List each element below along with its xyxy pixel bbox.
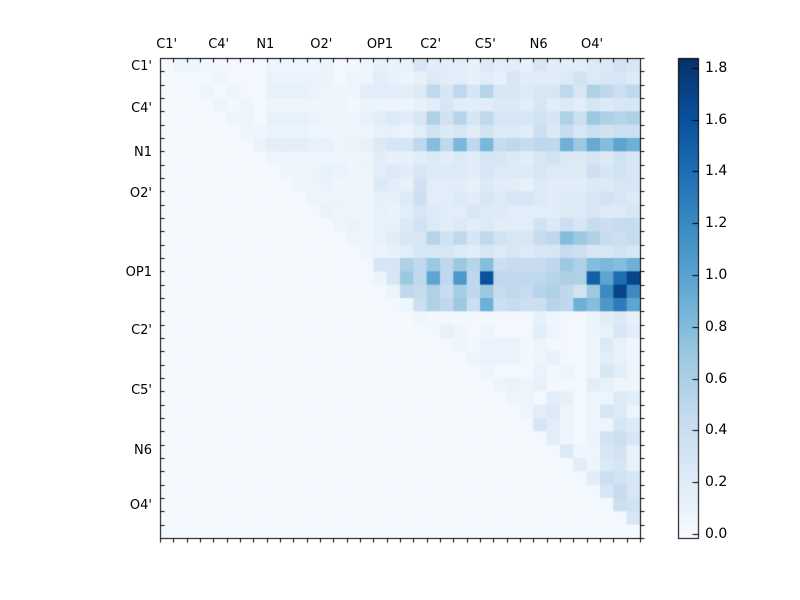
- colorbar-tick-label: 1.2: [705, 215, 728, 232]
- y-tick-label: O4': [129, 498, 152, 513]
- x-tick-label: N1: [256, 37, 275, 52]
- colorbar-tick-label: 0.4: [705, 422, 728, 439]
- x-tick-label: O2': [310, 37, 333, 52]
- x-tick-label: C5': [474, 37, 496, 52]
- y-tick-label: C2': [131, 323, 152, 339]
- y-tick-label: OP1: [125, 264, 152, 280]
- colorbar-tick-label: 0.8: [705, 318, 728, 335]
- x-tick-label: C2': [420, 37, 442, 52]
- colorbar-tick-label: 1.6: [705, 111, 728, 128]
- x-tick-label: C4': [208, 37, 230, 52]
- x-tick-label: N6: [529, 37, 548, 52]
- y-tick-label: N6: [134, 443, 152, 459]
- y-tick-label: C1': [131, 59, 152, 75]
- colorbar-tick-label: 1.8: [705, 59, 728, 76]
- colorbar-tick-label: 0.2: [705, 474, 728, 491]
- colorbar-tick-label: 0.0: [705, 526, 728, 542]
- x-tick-label: O4': [580, 37, 604, 52]
- y-tick-label: N1: [134, 144, 152, 160]
- x-tick-label: C1': [156, 37, 178, 52]
- y-tick-label: C4': [131, 100, 152, 116]
- y-tick-label: O2': [129, 186, 152, 201]
- colorbar-tick-label: 0.6: [705, 370, 728, 387]
- x-tick-label: OP1: [366, 37, 394, 52]
- colorbar-tick-label: 1.0: [705, 267, 728, 283]
- y-tick-label: C5': [131, 383, 152, 399]
- colorbar-tick-label: 1.4: [705, 163, 728, 180]
